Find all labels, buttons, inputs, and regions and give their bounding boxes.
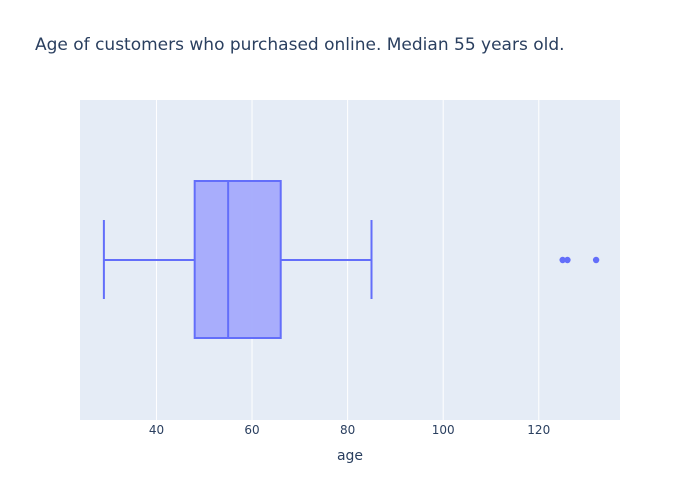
x-tick-label-80: 80 [340, 423, 355, 437]
x-tick-label-40: 40 [149, 423, 164, 437]
outlier-point-1 [564, 256, 571, 264]
x-axis-title: age [337, 448, 363, 464]
x-tick-label-60: 60 [244, 423, 259, 437]
x-axis-ticks: 40 60 80 100 120 [149, 423, 550, 437]
x-tick-label-100: 100 [432, 423, 455, 437]
x-tick-label-120: 120 [527, 423, 550, 437]
outlier-point-2 [592, 256, 600, 264]
box-iqr [193, 180, 282, 339]
outlier-point-0 [559, 256, 566, 264]
chart-title: Age of customers who purchased online. M… [35, 35, 565, 55]
box-series [102, 180, 600, 339]
